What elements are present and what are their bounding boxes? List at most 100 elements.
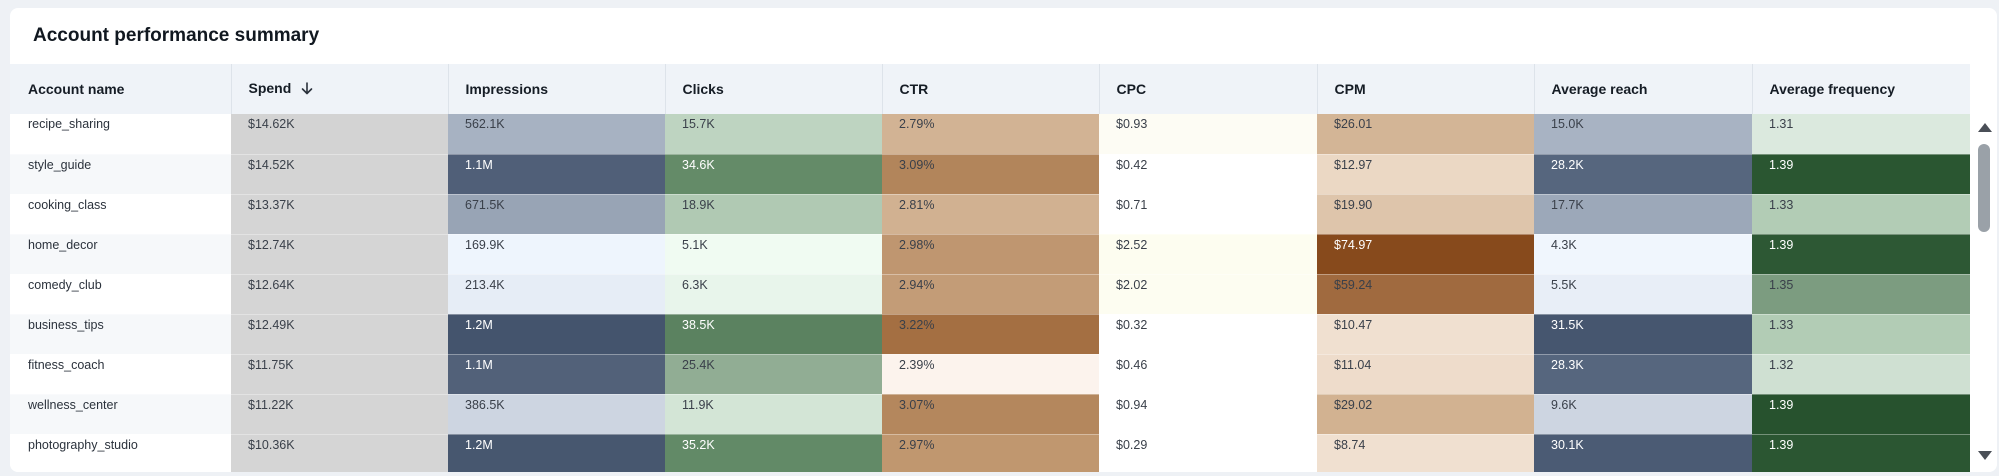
vertical-scrollbar[interactable] xyxy=(1972,64,1997,472)
column-header-clicks[interactable]: Clicks xyxy=(664,64,882,114)
cell-cpm: $10.47 xyxy=(1317,314,1534,355)
page-title: Account performance summary xyxy=(33,25,320,46)
triangle-down-icon[interactable] xyxy=(1978,451,1992,460)
cell-clicks: 15.7K xyxy=(665,114,882,155)
cell-account: style_guide xyxy=(10,154,231,195)
cell-ctr: 2.97% xyxy=(882,434,1099,472)
cell-spend: $14.52K xyxy=(231,154,448,195)
column-header-ctr[interactable]: CTR xyxy=(881,64,1099,114)
cell-spend: $13.37K xyxy=(231,194,448,235)
cell-cpc: $0.71 xyxy=(1099,194,1317,235)
cell-cpm: $74.97 xyxy=(1317,234,1534,275)
table-body: recipe_sharing $14.62K 562.1K 15.7K 2.79% $0.… xyxy=(10,114,1970,472)
performance-table: Account name Spend Impressions Clicks CT… xyxy=(10,64,1970,472)
cell-cpc: $0.94 xyxy=(1099,394,1317,435)
cell-spend: $12.49K xyxy=(231,314,448,355)
cell-cpm: $19.90 xyxy=(1317,194,1534,235)
column-header-cpm[interactable]: CPM xyxy=(1316,64,1534,114)
table-row[interactable]: recipe_sharing $14.62K 562.1K 15.7K 2.79% $0.… xyxy=(10,114,1970,155)
cell-clicks: 38.5K xyxy=(665,314,882,355)
cell-ctr: 3.22% xyxy=(882,314,1099,355)
cell-ctr: 2.39% xyxy=(882,354,1099,395)
table-row[interactable]: fitness_coach $11.75K 1.1M 25.4K 2.39% $0.46 $… xyxy=(10,354,1970,395)
cell-cpm: $29.02 xyxy=(1317,394,1534,435)
cell-clicks: 34.6K xyxy=(665,154,882,195)
cell-ctr: 2.81% xyxy=(882,194,1099,235)
cell-reach: 9.6K xyxy=(1534,394,1752,435)
cell-spend: $12.74K xyxy=(231,234,448,275)
table-container: Account name Spend Impressions Clicks CT… xyxy=(10,64,1970,472)
cell-clicks: 35.2K xyxy=(665,434,882,472)
cell-frequency: 1.39 xyxy=(1752,434,1970,472)
table-row[interactable]: home_decor $12.74K 169.9K 5.1K 2.98% $2.52 $74… xyxy=(10,234,1970,275)
cell-cpc: $0.29 xyxy=(1099,434,1317,472)
cell-cpm: $26.01 xyxy=(1317,114,1534,155)
cell-account: business_tips xyxy=(10,314,231,355)
cell-cpm: $12.97 xyxy=(1317,154,1534,195)
arrow-down-icon[interactable] xyxy=(301,82,313,98)
table-row[interactable]: style_guide $14.52K 1.1M 34.6K 3.09% $0.42 $12… xyxy=(10,154,1970,195)
cell-frequency: 1.33 xyxy=(1752,194,1970,235)
cell-impressions: 1.2M xyxy=(448,314,665,355)
column-header-account-name[interactable]: Account name xyxy=(10,64,231,114)
cell-reach: 28.3K xyxy=(1534,354,1752,395)
cell-impressions: 213.4K xyxy=(448,274,665,315)
cell-ctr: 3.07% xyxy=(882,394,1099,435)
cell-ctr: 2.98% xyxy=(882,234,1099,275)
cell-impressions: 562.1K xyxy=(448,114,665,155)
column-header-spend[interactable]: Spend xyxy=(230,64,448,114)
cell-ctr: 2.79% xyxy=(882,114,1099,155)
cell-account: recipe_sharing xyxy=(10,114,231,155)
cell-ctr: 3.09% xyxy=(882,154,1099,195)
triangle-up-icon[interactable] xyxy=(1978,123,1992,132)
cell-frequency: 1.39 xyxy=(1752,154,1970,195)
cell-cpc: $2.02 xyxy=(1099,274,1317,315)
cell-account: wellness_center xyxy=(10,394,231,435)
cell-impressions: 1.2M xyxy=(448,434,665,472)
cell-frequency: 1.39 xyxy=(1752,394,1970,435)
cell-cpm: $8.74 xyxy=(1317,434,1534,472)
cell-spend: $11.22K xyxy=(231,394,448,435)
table-row[interactable]: photography_studio $10.36K 1.2M 35.2K 2.97% $… xyxy=(10,434,1970,472)
cell-account: home_decor xyxy=(10,234,231,275)
cell-reach: 31.5K xyxy=(1534,314,1752,355)
column-header-impressions[interactable]: Impressions xyxy=(447,64,665,114)
cell-cpm: $11.04 xyxy=(1317,354,1534,395)
cell-clicks: 25.4K xyxy=(665,354,882,395)
cell-ctr: 2.94% xyxy=(882,274,1099,315)
header-row: Account name Spend Impressions Clicks CT… xyxy=(10,64,1970,114)
cell-cpc: $2.52 xyxy=(1099,234,1317,275)
cell-impressions: 1.1M xyxy=(448,354,665,395)
cell-spend: $14.62K xyxy=(231,114,448,155)
cell-cpc: $0.93 xyxy=(1099,114,1317,155)
cell-frequency: 1.32 xyxy=(1752,354,1970,395)
cell-cpc: $0.46 xyxy=(1099,354,1317,395)
cell-frequency: 1.33 xyxy=(1752,314,1970,355)
table-row[interactable]: comedy_club $12.64K 213.4K 6.3K 2.94% $2.02 $5… xyxy=(10,274,1970,315)
table-row[interactable]: wellness_center $11.22K 386.5K 11.9K 3.07% $0… xyxy=(10,394,1970,435)
cell-account: fitness_coach xyxy=(10,354,231,395)
scrollbar-thumb[interactable] xyxy=(1978,144,1990,232)
cell-reach: 17.7K xyxy=(1534,194,1752,235)
column-header-average-reach[interactable]: Average reach xyxy=(1533,64,1752,114)
table-row[interactable]: cooking_class $13.37K 671.5K 18.9K 2.81% $0.7… xyxy=(10,194,1970,235)
performance-card: Account performance summary Account name… xyxy=(10,8,1997,472)
cell-account: comedy_club xyxy=(10,274,231,315)
cell-clicks: 6.3K xyxy=(665,274,882,315)
cell-spend: $12.64K xyxy=(231,274,448,315)
cell-account: photography_studio xyxy=(10,434,231,472)
column-header-average-frequency[interactable]: Average frequency xyxy=(1751,64,1970,114)
cell-clicks: 18.9K xyxy=(665,194,882,235)
table-row[interactable]: business_tips $12.49K 1.2M 38.5K 3.22% $0.32 $… xyxy=(10,314,1970,355)
cell-reach: 30.1K xyxy=(1534,434,1752,472)
cell-frequency: 1.39 xyxy=(1752,234,1970,275)
cell-reach: 5.5K xyxy=(1534,274,1752,315)
cell-frequency: 1.35 xyxy=(1752,274,1970,315)
cell-impressions: 169.9K xyxy=(448,234,665,275)
cell-clicks: 5.1K xyxy=(665,234,882,275)
cell-impressions: 1.1M xyxy=(448,154,665,195)
cell-impressions: 386.5K xyxy=(448,394,665,435)
column-header-cpc[interactable]: CPC xyxy=(1098,64,1317,114)
cell-reach: 28.2K xyxy=(1534,154,1752,195)
cell-impressions: 671.5K xyxy=(448,194,665,235)
